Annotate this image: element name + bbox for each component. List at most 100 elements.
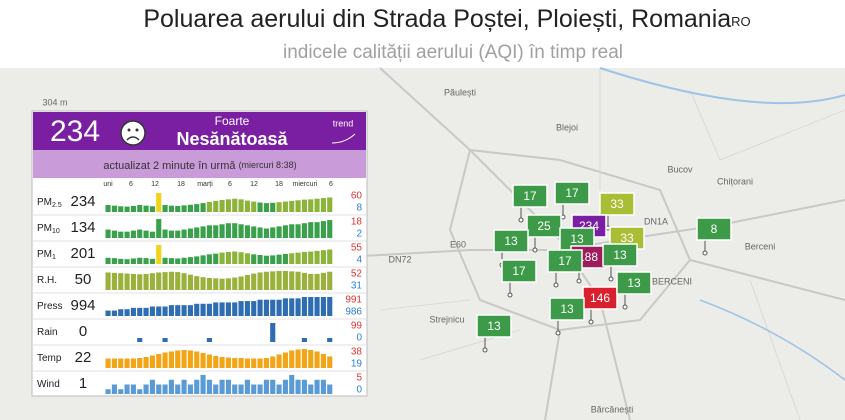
- history-bar: [257, 384, 263, 394]
- history-bar: [181, 273, 187, 290]
- station-marker[interactable]: 13: [549, 297, 585, 336]
- history-bar: [270, 299, 276, 316]
- label: Wind: [37, 379, 60, 390]
- station-marker[interactable]: 17: [547, 249, 583, 288]
- history-bar: [105, 358, 111, 368]
- row-max: 991: [345, 295, 362, 306]
- history-bar: [143, 258, 149, 264]
- marker-value: 17: [565, 186, 579, 200]
- row-value: 234: [70, 193, 95, 210]
- history-bar: [225, 251, 231, 264]
- station-marker[interactable]: 13: [493, 229, 529, 268]
- history-bar: [200, 277, 206, 290]
- history-bar: [200, 303, 206, 316]
- marker-pin-head: [588, 319, 594, 325]
- history-bar: [206, 338, 212, 342]
- history-bar: [194, 351, 200, 368]
- row-value: 994: [70, 297, 95, 314]
- station-marker[interactable]: 8: [696, 217, 732, 256]
- marker-value: 17: [512, 264, 526, 278]
- history-bar: [308, 273, 314, 290]
- history-bar: [295, 200, 301, 212]
- row-min: 986: [345, 307, 362, 318]
- history-bar: [282, 201, 288, 212]
- history-bar: [137, 274, 143, 290]
- station-marker[interactable]: 13: [602, 243, 638, 282]
- history-bar: [156, 193, 162, 212]
- day-label: uni: [103, 181, 113, 188]
- row-min: 8: [356, 203, 362, 214]
- history-bar: [225, 199, 231, 212]
- place-label: DN1A: [644, 216, 668, 226]
- trend-icon[interactable]: [331, 133, 356, 144]
- history-bar: [194, 227, 200, 238]
- level-prefix: Foarte: [215, 114, 250, 128]
- history-bar: [308, 384, 314, 394]
- station-marker[interactable]: 25: [526, 214, 562, 253]
- place-label: Bucov: [667, 164, 693, 174]
- label: Temp: [37, 353, 62, 364]
- marker-value: 25: [537, 219, 551, 233]
- station-marker[interactable]: 13: [616, 271, 652, 310]
- history-bar: [289, 253, 295, 264]
- update-text: actualizat 2 minute în urmă (miercuri 8:…: [103, 160, 296, 172]
- history-bar: [282, 298, 288, 316]
- history-bar: [263, 228, 269, 238]
- history-bar: [162, 229, 168, 238]
- station-marker[interactable]: 13: [476, 314, 512, 353]
- row-max: 5: [356, 373, 362, 384]
- history-bar: [156, 384, 162, 394]
- history-bar: [175, 205, 181, 212]
- history-bar: [213, 384, 219, 394]
- marker-pin-head: [518, 217, 524, 223]
- marker-value: 33: [620, 231, 634, 245]
- marker-pin-head: [553, 282, 559, 288]
- history-bar: [289, 350, 295, 368]
- row-value: 1: [79, 375, 87, 392]
- marker-value: 13: [570, 232, 584, 246]
- history-bar: [225, 302, 231, 316]
- history-bar: [251, 201, 257, 212]
- history-bar: [181, 257, 187, 264]
- history-bar: [181, 229, 187, 238]
- history-bar: [257, 299, 263, 316]
- history-bar: [276, 226, 282, 238]
- day-label: 6: [129, 181, 133, 188]
- history-bar: [263, 271, 269, 290]
- history-bar: [308, 222, 314, 238]
- history-bar: [314, 273, 320, 290]
- history-bar: [301, 297, 307, 316]
- history-bar: [327, 384, 333, 394]
- history-bar: [270, 227, 276, 238]
- history-bar: [206, 379, 212, 394]
- history-bar: [124, 309, 130, 316]
- marker-box: [501, 259, 537, 283]
- history-bar: [251, 301, 257, 316]
- panel-header: [33, 112, 366, 150]
- history-bar: [314, 250, 320, 264]
- history-bar: [162, 384, 168, 394]
- station-marker[interactable]: 17: [501, 259, 537, 298]
- history-bar: [200, 375, 206, 394]
- history-bar: [124, 231, 130, 238]
- history-bar: [162, 272, 168, 290]
- marker-pin-head: [622, 304, 628, 310]
- marker-value: 13: [487, 319, 501, 333]
- history-bar: [206, 354, 212, 368]
- station-marker[interactable]: 17: [512, 184, 548, 223]
- history-bar: [118, 273, 124, 290]
- row-label: PM10: [37, 223, 60, 235]
- history-bar: [156, 306, 162, 316]
- history-bar: [232, 358, 238, 368]
- row-label: Press: [37, 301, 63, 312]
- history-bar: [251, 226, 257, 238]
- station-marker[interactable]: 33: [599, 192, 635, 231]
- station-marker[interactable]: 17: [554, 181, 590, 220]
- history-bar: [118, 258, 124, 264]
- history-bar: [156, 245, 162, 264]
- history-bar: [295, 379, 301, 394]
- history-bar: [162, 205, 168, 212]
- marker-box: [476, 314, 512, 338]
- history-bar: [225, 223, 231, 238]
- history-bar: [137, 229, 143, 238]
